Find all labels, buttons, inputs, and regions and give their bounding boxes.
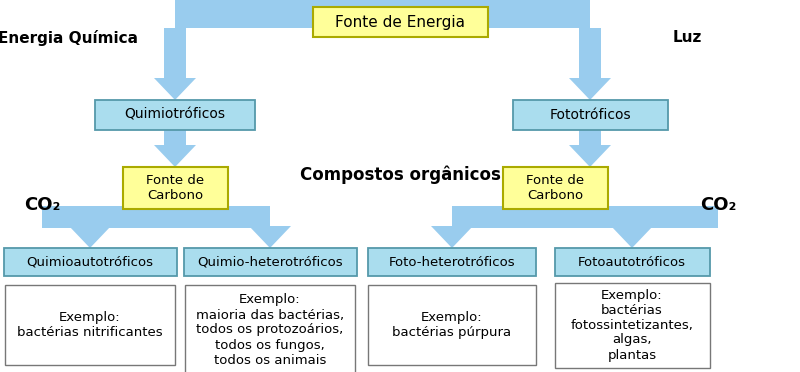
Text: Luz: Luz: [672, 31, 702, 45]
Polygon shape: [544, 206, 566, 209]
Text: Fonte de
Carbono: Fonte de Carbono: [526, 174, 584, 202]
Text: Energia Química: Energia Química: [0, 30, 138, 46]
FancyBboxPatch shape: [5, 285, 175, 365]
Polygon shape: [611, 226, 653, 248]
Text: Exemplo:
maioria das bactérias,
todos os protozoários,
todos os fungos,
todos os: Exemplo: maioria das bactérias, todos os…: [196, 294, 344, 366]
Text: Quimio-heterotróficos: Quimio-heterotróficos: [197, 256, 343, 269]
Polygon shape: [154, 78, 196, 100]
FancyBboxPatch shape: [554, 282, 710, 368]
FancyBboxPatch shape: [122, 167, 227, 209]
Text: Quimioautotróficos: Quimioautotróficos: [26, 256, 154, 269]
Polygon shape: [579, 28, 601, 78]
Text: Foto-heterotróficos: Foto-heterotróficos: [389, 256, 515, 269]
Text: Exemplo:
bactérias púrpura: Exemplo: bactérias púrpura: [393, 311, 511, 339]
Text: CO₂: CO₂: [24, 196, 60, 214]
Text: CO₂: CO₂: [700, 196, 736, 214]
Polygon shape: [154, 145, 196, 167]
FancyBboxPatch shape: [513, 100, 667, 130]
Polygon shape: [79, 226, 101, 228]
Polygon shape: [164, 28, 186, 78]
FancyBboxPatch shape: [502, 167, 607, 209]
Text: Fototróficos: Fototróficos: [549, 108, 631, 122]
Text: Exemplo:
bactérias
fotossintetizantes,
algas,
plantas: Exemplo: bactérias fotossintetizantes, a…: [570, 289, 694, 362]
Polygon shape: [164, 130, 186, 145]
Polygon shape: [441, 226, 463, 228]
Text: Quimiotróficos: Quimiotróficos: [125, 108, 226, 122]
Polygon shape: [569, 145, 611, 167]
FancyBboxPatch shape: [313, 7, 487, 37]
Polygon shape: [259, 226, 281, 228]
Polygon shape: [452, 206, 718, 228]
FancyBboxPatch shape: [368, 248, 536, 276]
Text: Exemplo:
bactérias nitrificantes: Exemplo: bactérias nitrificantes: [17, 311, 163, 339]
Text: Fonte de
Carbono: Fonte de Carbono: [146, 174, 204, 202]
Polygon shape: [164, 206, 186, 209]
Polygon shape: [69, 226, 111, 248]
FancyBboxPatch shape: [95, 100, 255, 130]
FancyBboxPatch shape: [554, 248, 710, 276]
Text: Fonte de Energia: Fonte de Energia: [335, 15, 465, 29]
Text: Compostos orgânicos: Compostos orgânicos: [299, 166, 501, 184]
Polygon shape: [569, 78, 611, 100]
Polygon shape: [579, 130, 601, 145]
Text: Fotoautotróficos: Fotoautotróficos: [578, 256, 686, 269]
Polygon shape: [431, 226, 473, 248]
Polygon shape: [175, 0, 590, 28]
Polygon shape: [621, 226, 643, 228]
FancyBboxPatch shape: [185, 285, 355, 372]
Polygon shape: [42, 206, 270, 228]
FancyBboxPatch shape: [3, 248, 177, 276]
Polygon shape: [249, 226, 291, 248]
FancyBboxPatch shape: [183, 248, 357, 276]
FancyBboxPatch shape: [368, 285, 536, 365]
